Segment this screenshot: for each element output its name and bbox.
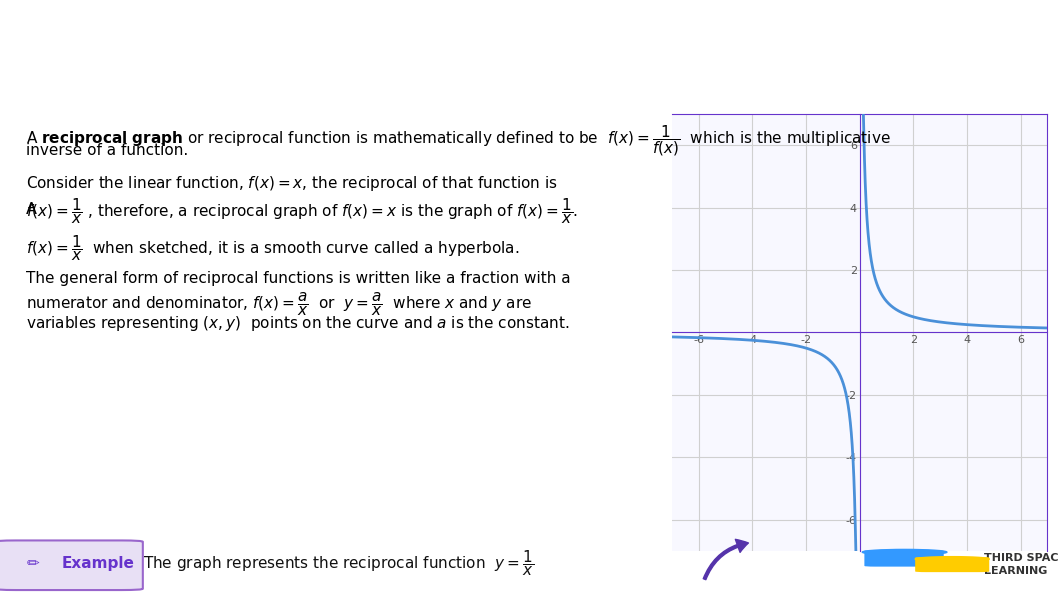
Text: A $\bf{reciprocal\ graph}$ or reciprocal function is mathematically defined to b: A $\bf{reciprocal\ graph}$ or reciprocal… bbox=[26, 123, 891, 158]
Text: The graph represents the reciprocal function  $y = \dfrac{1}{x}$: The graph represents the reciprocal func… bbox=[143, 548, 534, 578]
Text: variables representing $(x, y)$  points on the curve and $a$ is the constant.: variables representing $(x, y)$ points o… bbox=[26, 314, 570, 334]
Text: Reciprocal Graph: Reciprocal Graph bbox=[26, 26, 401, 64]
Text: ✏: ✏ bbox=[26, 556, 39, 571]
Text: $f(x) = \dfrac{1}{x}$  when sketched, it is a smooth curve called a hyperbola.: $f(x) = \dfrac{1}{x}$ when sketched, it … bbox=[26, 234, 519, 264]
Text: THIRD SPACE: THIRD SPACE bbox=[984, 553, 1058, 562]
Text: numerator and denominator, $f(x) = \dfrac{a}{x}$  or  $y = \dfrac{a}{x}$  where : numerator and denominator, $f(x) = \dfra… bbox=[26, 292, 532, 319]
FancyBboxPatch shape bbox=[915, 557, 989, 572]
FancyBboxPatch shape bbox=[0, 540, 143, 590]
Text: Consider the linear function, $f(x) = x$, the reciprocal of that function is: Consider the linear function, $f(x) = x$… bbox=[26, 174, 559, 193]
Text: A: A bbox=[26, 202, 42, 217]
FancyBboxPatch shape bbox=[864, 550, 944, 567]
Circle shape bbox=[862, 549, 947, 555]
Text: The general form of reciprocal functions is written like a fraction with a: The general form of reciprocal functions… bbox=[26, 271, 571, 286]
Circle shape bbox=[915, 556, 989, 561]
FancyArrowPatch shape bbox=[704, 539, 748, 580]
Text: inverse of a function.: inverse of a function. bbox=[26, 143, 188, 158]
Text: LEARNING: LEARNING bbox=[984, 567, 1047, 576]
Text: $f(x) = \dfrac{1}{x}$ , therefore, a reciprocal graph of $f(x) = x$ is the graph: $f(x) = \dfrac{1}{x}$ , therefore, a rec… bbox=[26, 196, 579, 226]
Text: Example: Example bbox=[61, 556, 134, 571]
